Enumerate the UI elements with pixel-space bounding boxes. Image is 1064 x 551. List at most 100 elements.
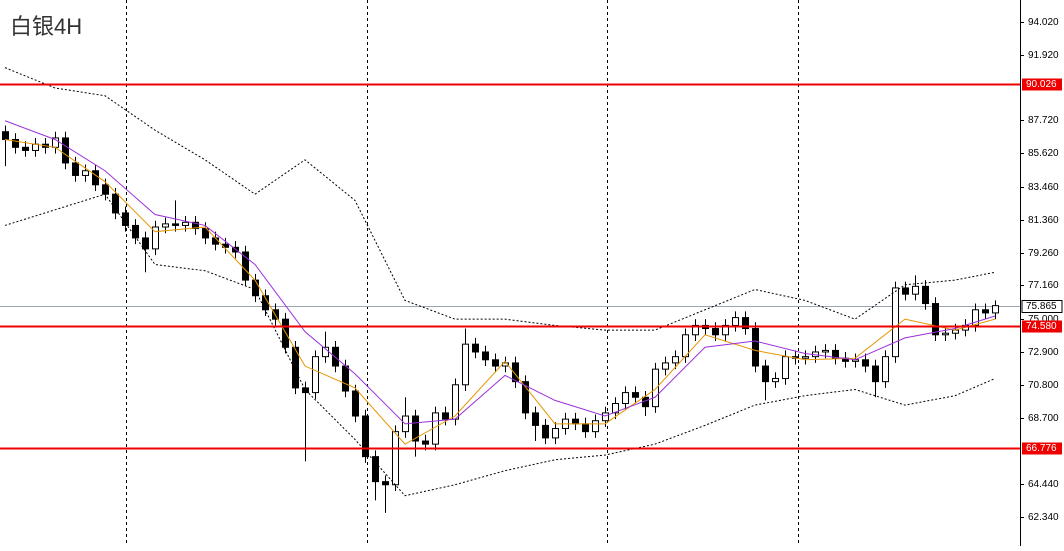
candle-body — [362, 415, 369, 458]
candle-body — [142, 237, 149, 250]
candle-body — [512, 362, 519, 383]
candle-body — [952, 329, 959, 334]
candle-body — [72, 162, 79, 176]
candle-body — [752, 328, 759, 367]
candle-body — [82, 170, 89, 176]
candle-body — [422, 440, 429, 445]
candle-body — [122, 212, 129, 226]
indicator-line — [4, 120, 996, 425]
y-tick-label: 75.000 — [1028, 314, 1059, 325]
candle-body — [32, 143, 39, 151]
candle-body — [732, 317, 739, 326]
chart-title: 白银4H — [10, 14, 82, 39]
candle-body — [372, 456, 379, 483]
candle-body — [482, 351, 489, 361]
candle-body — [552, 428, 559, 439]
candle-body — [592, 420, 599, 433]
candle-body — [902, 287, 909, 295]
candle-body — [412, 415, 419, 442]
y-tick-label: 70.800 — [1028, 380, 1059, 391]
candle-body — [832, 349, 839, 359]
candle-body — [662, 362, 669, 370]
candle-body — [932, 303, 939, 336]
indicator-line — [4, 67, 996, 331]
y-tick-label: 72.900 — [1028, 347, 1059, 358]
candle-body — [912, 285, 919, 295]
level-label: 74.580 — [1026, 321, 1057, 332]
candle-body — [242, 251, 249, 281]
candle-body — [342, 365, 349, 392]
candle-body — [582, 423, 589, 433]
candle-body — [532, 412, 539, 426]
candle-body — [802, 356, 809, 359]
candle-body — [612, 403, 619, 414]
candle-body — [172, 223, 179, 226]
candle-body — [12, 139, 19, 148]
candle-body — [132, 224, 139, 239]
indicator-line — [4, 139, 996, 445]
candle-body — [742, 317, 749, 330]
candle-body — [992, 305, 999, 314]
candle-body — [572, 418, 579, 425]
candle-body — [312, 356, 319, 394]
candle-body — [182, 221, 189, 226]
candle-body — [862, 359, 869, 367]
candle-body — [332, 346, 339, 367]
price-label: 75.865 — [1026, 301, 1057, 312]
candle-body — [92, 170, 99, 186]
candle-body — [522, 381, 529, 414]
period-separators — [126, 0, 799, 546]
candle-body — [352, 390, 359, 417]
candle-body — [112, 193, 119, 214]
candle-body — [672, 356, 679, 364]
candle-body — [782, 356, 789, 380]
candle-body — [2, 131, 9, 141]
candle-body — [102, 184, 109, 195]
candle-body — [722, 324, 729, 336]
candle-body — [882, 356, 889, 383]
y-tick-label: 77.160 — [1028, 280, 1059, 291]
candle-body — [22, 146, 29, 151]
candle-body — [202, 228, 209, 239]
candle-body — [892, 287, 899, 358]
y-tick-label: 87.720 — [1028, 115, 1059, 126]
y-tick-label: 64.440 — [1028, 479, 1059, 490]
price-label-box — [1021, 300, 1063, 313]
level-label-box — [1022, 442, 1062, 455]
y-tick-label: 79.260 — [1028, 248, 1059, 259]
candle-body — [462, 343, 469, 386]
candle-body — [872, 365, 879, 383]
candle-body — [152, 226, 159, 250]
indicator-line — [4, 193, 996, 497]
candle-body — [62, 137, 69, 164]
candle-body — [692, 324, 699, 336]
level-label-box — [1022, 78, 1062, 91]
candle-body — [972, 309, 979, 326]
candle-body — [652, 368, 659, 408]
y-tick-label: 68.700 — [1028, 413, 1059, 424]
candle-body — [442, 412, 449, 420]
candle-body — [982, 309, 989, 314]
candle-body — [772, 378, 779, 383]
candle-body — [472, 343, 479, 353]
candle-body — [252, 279, 259, 297]
y-tick-label: 91.920 — [1028, 50, 1059, 61]
candle-body — [302, 387, 309, 394]
candle-body — [712, 328, 719, 336]
candle-body — [922, 285, 929, 305]
candle-body — [392, 431, 399, 486]
candle-body — [822, 349, 829, 353]
candle-body — [602, 412, 609, 422]
y-tick-label: 81.360 — [1028, 215, 1059, 226]
level-label-box — [1022, 320, 1062, 333]
candle-body — [162, 223, 169, 228]
y-tick-label: 94.020 — [1028, 17, 1059, 28]
candle-body — [762, 365, 769, 383]
y-tick-label: 85.620 — [1028, 148, 1059, 159]
candle-body — [942, 332, 949, 336]
y-tick-label: 62.340 — [1028, 512, 1059, 523]
candle-body — [452, 384, 459, 420]
